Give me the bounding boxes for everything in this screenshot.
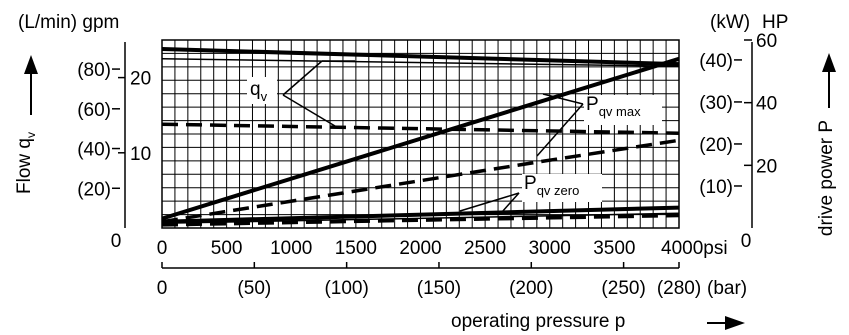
series-pmax-solid — [161, 56, 680, 221]
right-axis-title: drive power P — [816, 120, 837, 236]
pqv-max-label-background — [584, 95, 662, 125]
left-tick-label-lpm: (20) — [77, 179, 111, 200]
right-tick-label-kw: (40) — [699, 51, 733, 72]
qv-label-background — [247, 77, 277, 104]
qv-label: qv — [250, 79, 268, 104]
left-axis-units: (L/min) gpm — [18, 12, 119, 33]
pqv-zero-label-background — [522, 174, 602, 202]
x-axis-arrow-icon — [725, 316, 745, 330]
pqv-zero-leader-right — [501, 192, 520, 213]
left-tick-label-lpm: (60) — [77, 100, 111, 121]
left-tick-label-lpm: (40) — [77, 140, 111, 161]
series-pmax-dashed — [161, 138, 680, 224]
right-tick-label-kw: (10) — [699, 177, 733, 198]
x-psi-tick-label: 1000 — [270, 238, 312, 259]
right-axis-units-hp: HP — [762, 12, 788, 33]
x-bar-unit: (bar) — [707, 278, 747, 299]
right-tick-label-hp: 60 — [756, 31, 777, 52]
x-psi-tick-label: 3500 — [593, 238, 635, 259]
left-origin-label: 0 — [111, 231, 122, 252]
x-psi-origin-label: 0 — [157, 238, 168, 259]
chart-series — [161, 47, 680, 227]
plot-frame — [161, 39, 680, 229]
right-tick-label-kw: (30) — [699, 93, 733, 114]
right-axis-units-kw: (kW) — [710, 12, 750, 33]
series-qv-upper-thin — [161, 58, 680, 68]
pqv-max-leader-lower — [536, 103, 584, 157]
series-qv-upper-solid — [161, 47, 680, 67]
x-axis-title: operating pressure p — [451, 311, 625, 332]
pqv-max-label: Pqv max — [586, 94, 641, 119]
left-axis-title: Flow qv — [14, 132, 38, 194]
x-bar-tick-label: (50) — [237, 278, 271, 299]
x-psi-tick-label: 3000 — [529, 238, 571, 259]
x-psi-tick-label: 1500 — [335, 238, 377, 259]
x-bar-tick-label: (250) — [601, 278, 645, 299]
x-bar-tick-label: (200) — [509, 278, 553, 299]
qv-leader-lower — [282, 94, 336, 127]
x-bar-tick-label: 0 — [157, 278, 168, 299]
right-tick-label-hp: 40 — [756, 94, 777, 115]
qv-leader-upper — [282, 60, 323, 96]
x-bar-tick-label: (280) — [657, 278, 701, 299]
x-psi-tick-label: 2000 — [399, 238, 441, 259]
x-bar-tick-label: (100) — [324, 278, 368, 299]
chart-labels: 10 20 (20) (40) (60) (80) 0 (L/min) gpm Flow qv 2… — [14, 12, 837, 332]
right-origin-label: 0 — [741, 231, 752, 252]
pqv-zero-label: Pqv zero — [524, 173, 579, 198]
chart-axes — [24, 39, 836, 330]
x-bar-tick-label: (150) — [417, 278, 461, 299]
left-tick-label-gpm: 10 — [130, 144, 151, 165]
series-pzero-dashed — [161, 213, 680, 227]
left-tick-label-gpm: 20 — [130, 69, 151, 90]
series-qv-lower-dashed — [161, 122, 680, 135]
pqv-max-leader-upper — [542, 93, 584, 105]
x-psi-tick-label: 2500 — [464, 238, 506, 259]
pqv-zero-leader-left — [459, 192, 520, 212]
right-tick-label-kw: (20) — [699, 135, 733, 156]
right-axis-arrow-icon — [822, 53, 836, 72]
series-pzero-solid — [161, 205, 680, 224]
left-tick-label-lpm: (80) — [77, 60, 111, 81]
left-axis-arrow-icon — [24, 55, 38, 74]
x-psi-tick-label: 4000psi — [661, 238, 728, 259]
x-psi-tick-label: 500 — [211, 238, 243, 259]
right-tick-label-hp: 20 — [756, 156, 777, 177]
